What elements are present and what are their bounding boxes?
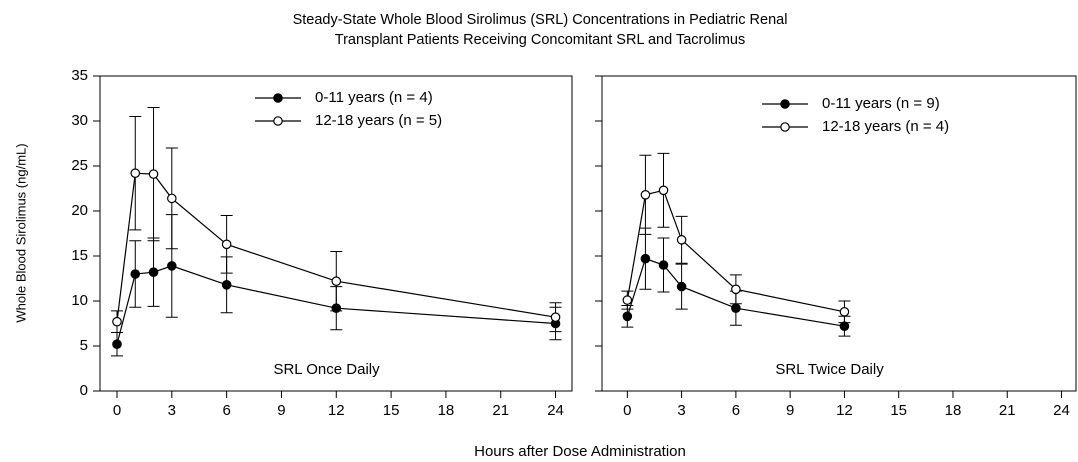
series-line: [626, 189, 845, 313]
y-tick-label: 0: [80, 382, 88, 399]
x-tick-label: 0: [623, 402, 631, 419]
y-tick-label: 5: [80, 337, 88, 354]
legend-label: 0-11 years (n = 9): [822, 95, 940, 112]
marker: [676, 281, 687, 292]
marker: [731, 303, 741, 313]
marker: [112, 316, 122, 327]
annotation: SRL Once Daily: [273, 361, 380, 378]
legend-label: 12-18 years (n = 4): [822, 118, 949, 135]
marker: [148, 169, 159, 179]
x-tick-label: 21: [492, 402, 509, 419]
x-tick-label: 12: [328, 402, 345, 419]
marker: [221, 279, 232, 290]
marker: [622, 311, 633, 322]
y-tick-label: 20: [71, 202, 88, 219]
marker: [622, 295, 633, 305]
marker: [658, 185, 669, 196]
series-line: [626, 257, 845, 327]
marker: [839, 321, 850, 331]
x-tick-label: 18: [438, 402, 455, 419]
x-tick-label: 9: [277, 402, 285, 419]
marker: [167, 193, 177, 204]
y-tick-label: 15: [71, 247, 88, 264]
legend-label: 0-11 years (n = 4): [315, 89, 433, 106]
marker: [676, 235, 687, 245]
x-tick-label: 6: [222, 402, 230, 419]
marker: [731, 284, 741, 295]
marker: [148, 267, 159, 277]
marker: [550, 312, 561, 322]
marker: [130, 168, 141, 178]
marker: [167, 261, 177, 271]
marker: [640, 253, 651, 264]
x-tick-label: 18: [945, 402, 962, 419]
legend-marker: [273, 93, 283, 103]
legend-marker: [780, 99, 790, 109]
y-tick-label: 10: [71, 292, 88, 309]
marker: [658, 260, 669, 270]
x-tick-label: 0: [113, 402, 121, 419]
chart-title: Transplant Patients Receiving Concomitan…: [335, 32, 746, 48]
y-axis-label: Whole Blood Sirolimus (ng/mL): [13, 143, 28, 322]
y-tick-label: 35: [71, 67, 88, 84]
marker: [331, 276, 342, 286]
legend-marker: [273, 116, 283, 126]
marker: [839, 306, 850, 317]
x-tick-label: 3: [677, 402, 685, 419]
marker: [221, 239, 232, 250]
x-tick-label: 9: [786, 402, 794, 419]
y-tick-label: 30: [71, 112, 88, 129]
x-tick-label: 6: [732, 402, 740, 419]
plot-frame: [601, 75, 1077, 392]
chart-title: Steady-State Whole Blood Sirolimus (SRL)…: [293, 12, 788, 28]
x-tick-label: 3: [168, 402, 176, 419]
legend-marker: [780, 122, 790, 132]
marker: [112, 339, 122, 349]
legend-label: 12-18 years (n = 5): [315, 112, 442, 129]
x-tick-label: 24: [547, 402, 564, 419]
x-tick-label: 21: [999, 402, 1016, 419]
marker: [130, 269, 141, 279]
plot-frame: [99, 75, 573, 392]
x-tick-label: 12: [836, 402, 853, 419]
marker: [640, 190, 651, 200]
x-axis-label: Hours after Dose Administration: [474, 443, 686, 460]
x-tick-label: 15: [890, 402, 907, 419]
x-tick-label: 24: [1053, 402, 1070, 419]
x-tick-label: 15: [383, 402, 400, 419]
annotation: SRL Twice Daily: [775, 361, 884, 378]
y-tick-label: 25: [71, 157, 88, 174]
